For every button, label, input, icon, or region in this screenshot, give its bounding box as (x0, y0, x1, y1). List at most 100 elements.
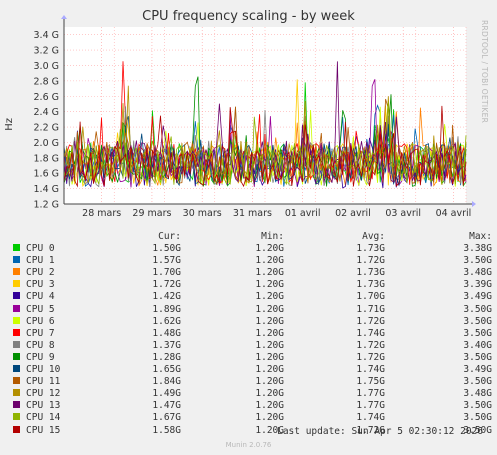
legend-series-name: CPU 8 (26, 339, 55, 351)
cur-value: 1.50G (152, 243, 181, 255)
legend-series-name: CPU 0 (26, 243, 55, 255)
max-value: 3.48G (463, 267, 492, 279)
legend-row: CPU 13 1.47G 1.20G 1.77G 3.50G (10, 400, 492, 412)
legend-swatch (13, 425, 20, 433)
legend-row: CPU 9 1.28G 1.20G 1.72G 3.50G (10, 352, 492, 364)
min-value: 1.20G (255, 364, 284, 376)
y-axis-arrow (61, 15, 67, 19)
legend-swatch (13, 292, 20, 300)
cur-value: 1.57G (152, 255, 181, 267)
max-value: 3.50G (463, 351, 492, 363)
min-value: 1.20G (255, 255, 284, 267)
legend-swatch (13, 352, 20, 360)
cur-value: 1.65G (152, 364, 181, 376)
min-value: 1.20G (255, 243, 284, 255)
avg-value: 1.72G (356, 315, 385, 327)
legend-row: CPU 8 1.37G 1.20G 1.72G 3.40G (10, 340, 492, 352)
legend-series-name: CPU 10 (26, 364, 61, 376)
x-tick-label: 02 avril (335, 208, 371, 219)
legend-swatch (13, 413, 20, 421)
legend-swatch (13, 365, 20, 373)
avg-value: 1.72G (356, 424, 385, 436)
legend-row: CPU 12 1.49G 1.20G 1.77G 3.48G (10, 388, 492, 400)
y-tick-label: 1.6 G (34, 169, 60, 180)
avg-value: 1.74G (356, 412, 385, 424)
legend-series-name: CPU 12 (26, 388, 61, 400)
munin-version: Munin 2.0.76 (225, 441, 272, 449)
legend-row: CPU 6 1.62G 1.20G 1.72G 3.50G (10, 316, 492, 328)
cur-value: 1.67G (152, 412, 181, 424)
max-header: Max: (469, 231, 492, 242)
legend-series-name: CPU 2 (26, 267, 55, 279)
legend-row: CPU 7 1.48G 1.20G 1.74G 3.50G (10, 328, 492, 340)
avg-value: 1.74G (356, 364, 385, 376)
legend-table: Cur: Min: Avg: Max: CPU 0 1.50G 1.20G 1.73G… (10, 231, 492, 437)
legend-swatch (13, 340, 20, 348)
cur-value: 1.70G (152, 267, 181, 279)
cur-value: 1.72G (152, 279, 181, 291)
cur-value: 1.28G (152, 351, 181, 363)
legend-series-name: CPU 1 (26, 255, 55, 267)
x-tick-label: 29 mars (132, 208, 171, 219)
y-tick-label: 3.4 G (34, 30, 60, 41)
min-value: 1.20G (255, 327, 284, 339)
x-tick-label: 01 avril (285, 208, 321, 219)
min-value: 1.20G (255, 351, 284, 363)
legend-row: CPU 10 1.65G 1.20G 1.74G 3.49G (10, 364, 492, 376)
cur-value: 1.47G (152, 400, 181, 412)
legend-swatch (13, 316, 20, 324)
y-tick-label: 2.6 G (34, 92, 60, 103)
y-tick-label: 2.8 G (34, 76, 60, 87)
legend-swatch (13, 304, 20, 312)
min-value: 1.20G (255, 279, 284, 291)
max-value: 3.50G (463, 303, 492, 315)
max-value: 3.48G (463, 388, 492, 400)
min-value: 1.20G (255, 376, 284, 388)
min-value: 1.20G (255, 412, 284, 424)
legend-series-name: CPU 15 (26, 424, 61, 436)
avg-value: 1.75G (356, 376, 385, 388)
legend-swatch (13, 377, 20, 385)
min-value: 1.20G (255, 315, 284, 327)
y-tick-label: 3.0 G (34, 61, 60, 72)
legend-row: CPU 4 1.42G 1.20G 1.70G 3.49G (10, 291, 492, 303)
legend-swatch (13, 244, 20, 252)
avg-value: 1.73G (356, 279, 385, 291)
x-tick-label: 03 avril (385, 208, 421, 219)
series-line-cpu-12 (63, 85, 467, 183)
cur-value: 1.49G (152, 388, 181, 400)
legend-series-name: CPU 9 (26, 351, 55, 363)
min-value: 1.20G (255, 424, 284, 436)
last-update: Last update: Sun Apr 5 02:30:12 2026 (277, 426, 483, 437)
avg-value: 1.70G (356, 291, 385, 303)
legend-series-name: CPU 7 (26, 327, 55, 339)
chart-title: CPU frequency scaling - by week (142, 9, 355, 24)
avg-value: 1.77G (356, 400, 385, 412)
legend-series-name: CPU 4 (26, 291, 55, 303)
cur-value: 1.37G (152, 339, 181, 351)
cur-value: 1.89G (152, 303, 181, 315)
max-value: 3.50G (463, 327, 492, 339)
series-line-cpu-14 (63, 101, 467, 186)
legend-series-name: CPU 13 (26, 400, 61, 412)
chart-canvas: 1.2 G 1.4 G 1.6 G 1.8 G 2.0 G 2.2 G 2.4 G 2.6 G… (34, 15, 476, 219)
avg-value: 1.72G (356, 339, 385, 351)
cur-value: 1.48G (152, 327, 181, 339)
legend-series-name: CPU 14 (26, 412, 61, 424)
cur-value: 1.58G (152, 424, 181, 436)
y-tick-label: 2.4 G (34, 107, 60, 118)
x-tick-label: 31 mars (233, 208, 272, 219)
legend-swatch (13, 268, 20, 276)
max-value: 3.38G (463, 243, 492, 255)
legend-row: CPU 1 1.57G 1.20G 1.72G 3.50G (10, 255, 492, 267)
y-tick-label: 1.4 G (34, 184, 60, 195)
legend-swatch (13, 328, 20, 336)
x-tick-label: 04 avril (436, 208, 472, 219)
legend-swatch (13, 280, 20, 288)
legend-swatch (13, 256, 20, 264)
legend-swatch (13, 401, 20, 409)
y-tick-label: 2.0 G (34, 138, 60, 149)
avg-value: 1.73G (356, 243, 385, 255)
min-value: 1.20G (255, 400, 284, 412)
avg-header: Avg: (362, 231, 385, 242)
